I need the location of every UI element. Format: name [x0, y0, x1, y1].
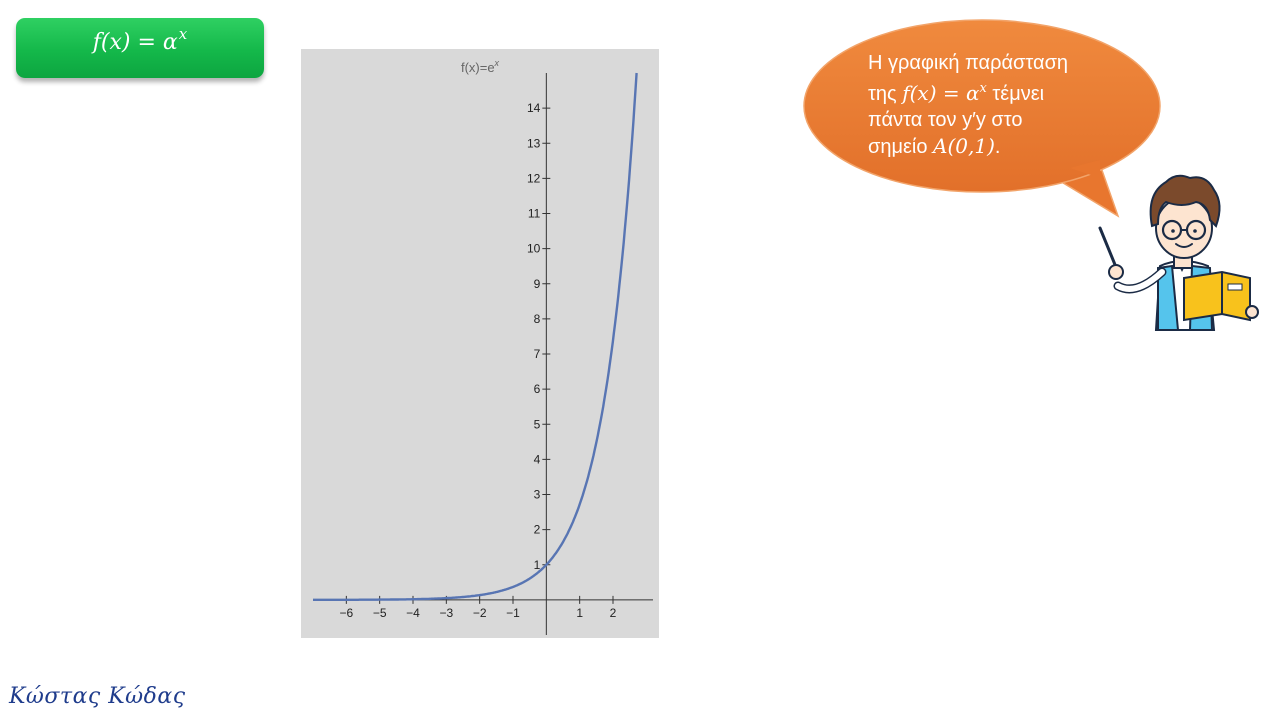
y-tick-label: 4 — [534, 452, 541, 466]
speech-bubble-shape — [803, 19, 1161, 218]
speech-line-4-pre: σημείο — [868, 136, 934, 158]
formula-title-box: f(x) = αx — [16, 18, 264, 78]
x-tick-label: −5 — [373, 606, 387, 620]
x-tick-label: −2 — [473, 606, 487, 620]
speech-line-2-post: τέμνει — [986, 83, 1045, 105]
chart-svg: f(x)=ex −6 −5 −4 −3 −2 −1 1 2123456789101112131… — [301, 49, 659, 638]
teacher-smile — [1175, 243, 1193, 248]
exponential-chart: f(x)=ex −6 −5 −4 −3 −2 −1 1 2 1 2 3 4 5 6 7 8 9 10 11 12 13 1… — [301, 49, 659, 638]
y-tick-label: 3 — [534, 488, 541, 502]
y-tick-label: 1 — [534, 558, 541, 572]
y-tick-label: 2 — [534, 523, 541, 537]
teacher-hair — [1149, 174, 1221, 228]
teacher-hand — [1108, 264, 1124, 280]
formula-title-exponent: x — [178, 25, 188, 43]
speech-bubble — [800, 18, 1170, 228]
y-tick-label: 13 — [527, 136, 541, 150]
teacher-figure — [1098, 174, 1259, 331]
chart-title-exponent: x — [494, 58, 500, 68]
y-tick-label: 5 — [534, 417, 541, 431]
speech-bubble-text: Η γραφική παράσταση της f(x) = αx τέμνει… — [868, 50, 1118, 160]
exp-curve-line — [312, 72, 638, 601]
x-tick-label: −3 — [439, 606, 453, 620]
speech-line-2-math: f(x) = αx — [902, 81, 987, 105]
teacher-book-hand — [1245, 305, 1259, 319]
speech-line-2-exponent: x — [979, 81, 987, 96]
chart-title: f(x)=ex — [461, 58, 500, 75]
speech-line-4: σημείο A(0,1). — [868, 133, 1118, 160]
speech-line-4-post: . — [994, 136, 1001, 158]
y-tick-label: 14 — [527, 101, 541, 115]
book-label — [1227, 283, 1243, 291]
x-tick-label: −6 — [339, 606, 353, 620]
teacher-eye-right — [1193, 229, 1197, 233]
y-tick-label: 7 — [534, 347, 541, 361]
speech-bubble-tail-joint — [1070, 160, 1100, 178]
y-tick-label: 12 — [527, 171, 541, 185]
y-tick-label: 8 — [534, 312, 541, 326]
y-tick-label: 10 — [527, 242, 541, 256]
speech-bubble-body — [803, 19, 1161, 193]
x-tick-label: −4 — [406, 606, 420, 620]
speech-line-2-pre: της — [868, 83, 903, 105]
chart-background — [301, 49, 659, 638]
speech-line-1: Η γραφική παράσταση — [868, 52, 1069, 74]
speech-line-4-math: A(0,1) — [933, 134, 995, 158]
series-layer — [312, 72, 638, 601]
x-tick-label: −1 — [506, 606, 520, 620]
x-tick-label: 2 — [610, 606, 617, 620]
y-tick-label: 6 — [534, 382, 541, 396]
y-tick-label: 9 — [534, 277, 541, 291]
book-icon — [1183, 270, 1251, 322]
speech-line-2-formula: f(x) = α — [902, 81, 980, 105]
formula-title-main: f(x) = α — [92, 30, 178, 55]
teacher-arm — [1115, 269, 1165, 292]
speech-line-2: της f(x) = αx τέμνει — [868, 76, 1118, 107]
author-signature: Κώστας Κώδας — [9, 684, 186, 709]
teacher-face — [1155, 197, 1213, 259]
teacher-eye-left — [1171, 229, 1175, 233]
chart-title-main: f(x)=e — [461, 60, 495, 75]
speech-line-3: πάντα τον y′y στο — [868, 109, 1023, 131]
teacher-vest-left — [1157, 264, 1180, 331]
x-tick-label: 1 — [576, 606, 583, 620]
formula-title: f(x) = αx — [93, 25, 187, 55]
teacher-illustration — [1096, 168, 1260, 336]
y-tick-label: 11 — [528, 207, 541, 221]
